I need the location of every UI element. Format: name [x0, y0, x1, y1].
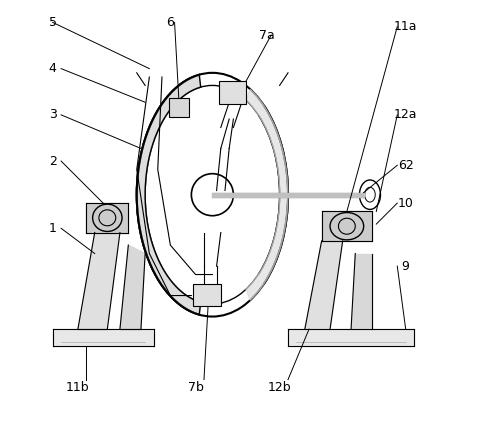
Text: 62: 62 — [398, 159, 414, 172]
Polygon shape — [351, 253, 372, 329]
Polygon shape — [120, 245, 145, 329]
Polygon shape — [78, 233, 120, 329]
Polygon shape — [246, 89, 288, 300]
FancyBboxPatch shape — [218, 81, 246, 104]
Text: 2: 2 — [49, 154, 57, 168]
Text: 4: 4 — [49, 62, 57, 75]
Text: 12b: 12b — [268, 382, 291, 395]
Text: 3: 3 — [49, 108, 57, 121]
Text: 9: 9 — [402, 260, 410, 273]
Polygon shape — [305, 241, 342, 329]
FancyBboxPatch shape — [169, 99, 189, 116]
Polygon shape — [86, 203, 128, 233]
Polygon shape — [322, 212, 372, 241]
Text: 11a: 11a — [394, 20, 417, 33]
Text: 7a: 7a — [259, 28, 275, 41]
Polygon shape — [288, 329, 414, 346]
Text: 11b: 11b — [66, 382, 90, 395]
Polygon shape — [53, 329, 154, 346]
Text: 1: 1 — [49, 222, 57, 235]
Text: 10: 10 — [398, 197, 414, 209]
Polygon shape — [213, 192, 364, 197]
Text: 7b: 7b — [187, 382, 204, 395]
FancyBboxPatch shape — [193, 284, 221, 306]
Polygon shape — [137, 75, 201, 315]
Text: 6: 6 — [166, 16, 174, 29]
Text: 5: 5 — [49, 16, 57, 29]
Text: 12a: 12a — [394, 108, 417, 121]
